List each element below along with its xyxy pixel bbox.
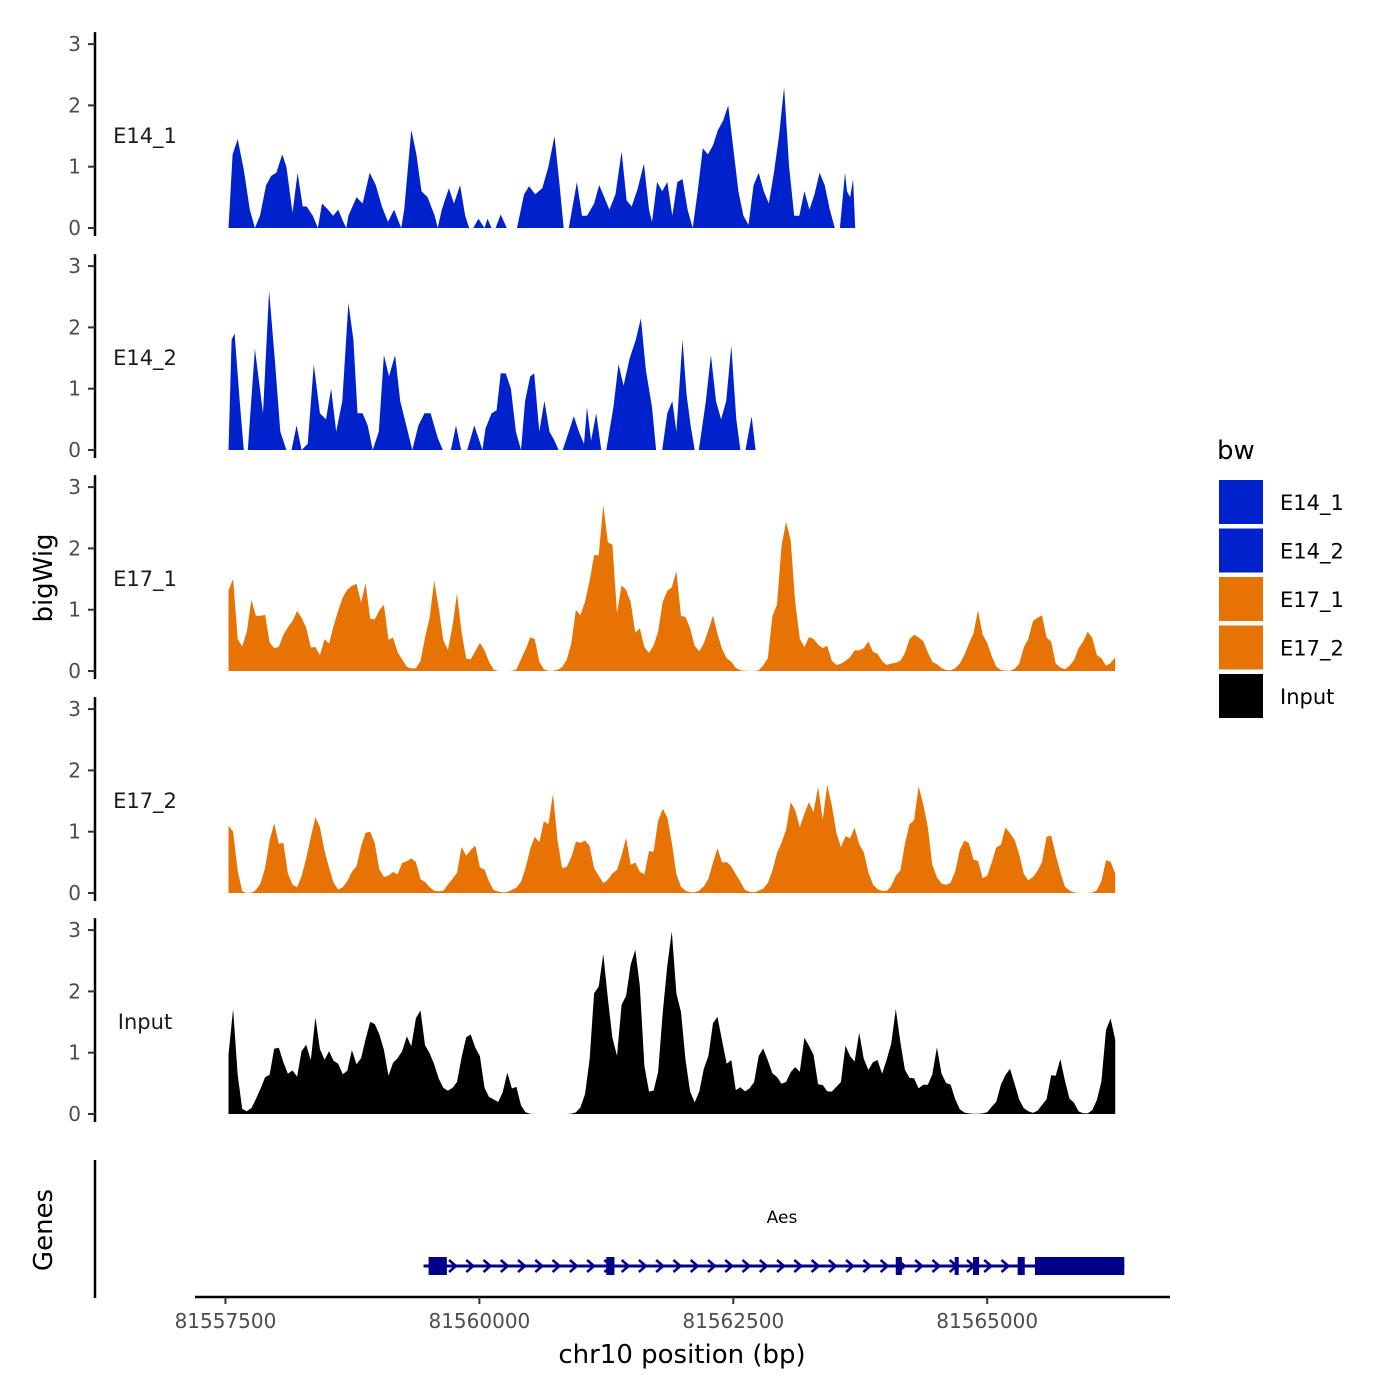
strand-arrow bbox=[741, 1259, 752, 1273]
legend-label: E14_1 bbox=[1280, 491, 1344, 516]
strand-arrow bbox=[551, 1259, 562, 1273]
strand-arrow bbox=[707, 1259, 717, 1273]
strand-arrow bbox=[827, 1259, 838, 1273]
strand-arrow bbox=[499, 1259, 510, 1273]
strand-arrow bbox=[482, 1259, 493, 1273]
legend-swatch-e14-1 bbox=[1219, 480, 1263, 524]
x-axis-title: chr10 position (bp) bbox=[558, 1340, 805, 1370]
legend-label: E14_2 bbox=[1280, 540, 1344, 565]
gene-name-label: Aes bbox=[767, 1208, 798, 1228]
gene-exon bbox=[606, 1257, 615, 1275]
strand-arrow bbox=[983, 1259, 994, 1273]
area-e14-1 bbox=[228, 87, 856, 228]
genes-axis-title: Genes bbox=[29, 1189, 59, 1271]
track-e14-1: 0 1 2 3 E14_1 bbox=[68, 32, 856, 240]
strand-arrow bbox=[620, 1259, 631, 1273]
gene-exon bbox=[1017, 1257, 1025, 1275]
strand-arrow bbox=[879, 1259, 890, 1273]
legend-label: E17_2 bbox=[1280, 637, 1344, 662]
strand-arrow bbox=[448, 1259, 458, 1273]
track-e17-1: 0 1 2 3 E17_1 bbox=[68, 475, 1116, 683]
legend-swatch-e17-2 bbox=[1219, 625, 1263, 670]
y-tick-label: 3 bbox=[68, 32, 81, 56]
y-tick-label: 2 bbox=[68, 758, 81, 782]
area-e17-1 bbox=[228, 505, 1116, 671]
legend: bw E14_1 E14_2 E17_1 E17_2 Input bbox=[1217, 436, 1344, 718]
legend-label: E17_1 bbox=[1280, 588, 1344, 613]
strand-arrow bbox=[534, 1259, 545, 1273]
y-tick-label: 3 bbox=[68, 475, 81, 499]
strand-arrow bbox=[914, 1259, 925, 1273]
strand-arrow bbox=[672, 1259, 683, 1273]
gene-exon bbox=[895, 1257, 902, 1275]
strand-arrow bbox=[655, 1259, 666, 1273]
gene-exon bbox=[972, 1257, 980, 1275]
y-tick-label: 0 bbox=[68, 659, 81, 683]
y-tick-label: 0 bbox=[68, 438, 81, 462]
strand-arrow bbox=[638, 1259, 648, 1273]
track-input: 0 1 2 3 Input bbox=[68, 918, 1116, 1126]
legend-swatch-e14-2 bbox=[1219, 528, 1263, 573]
strand-arrow bbox=[845, 1259, 855, 1273]
track-label: E14_2 bbox=[113, 346, 177, 371]
y-tick-label: 1 bbox=[68, 820, 81, 844]
strand-arrow bbox=[810, 1259, 821, 1273]
area-e14-2 bbox=[228, 290, 756, 450]
strand-arrow bbox=[724, 1259, 735, 1273]
strand-arrow bbox=[862, 1259, 873, 1273]
y-axis-title: bigWig bbox=[29, 533, 59, 622]
legend-title: bw bbox=[1217, 436, 1255, 466]
strand-arrow bbox=[586, 1259, 597, 1273]
strand-arrow bbox=[689, 1259, 700, 1273]
x-tick-label: 81562500 bbox=[682, 1309, 784, 1333]
gene-exon bbox=[954, 1257, 959, 1275]
strand-arrow bbox=[517, 1259, 527, 1273]
y-tick-label: 0 bbox=[68, 1102, 81, 1126]
area-input bbox=[228, 931, 1116, 1114]
y-tick-label: 3 bbox=[68, 918, 81, 942]
legend-swatch-input bbox=[1219, 674, 1263, 718]
y-tick-label: 1 bbox=[68, 1041, 81, 1065]
strand-arrow bbox=[569, 1259, 579, 1273]
strand-arrow bbox=[758, 1259, 769, 1273]
y-tick-label: 2 bbox=[68, 315, 81, 339]
gene-track: Aes bbox=[93, 1160, 1125, 1298]
gene-exon bbox=[428, 1257, 447, 1275]
y-tick-label: 1 bbox=[68, 377, 81, 401]
legend-label: Input bbox=[1280, 685, 1334, 709]
y-tick-label: 1 bbox=[68, 598, 81, 622]
y-tick-label: 2 bbox=[68, 979, 81, 1003]
track-label: E14_1 bbox=[113, 124, 177, 149]
track-label: Input bbox=[118, 1010, 172, 1034]
y-tick-label: 0 bbox=[68, 881, 81, 905]
y-tick-label: 1 bbox=[68, 155, 81, 179]
y-tick-label: 2 bbox=[68, 536, 81, 560]
x-tick-label: 81565000 bbox=[936, 1309, 1038, 1333]
track-panels: 0 1 2 3 E14_1 0 1 2 3 E14_2 0 1 2 3 E17_1 0 1 2 3 E17_2 0 1 2 3… bbox=[68, 32, 1116, 1126]
y-tick-label: 2 bbox=[68, 93, 81, 117]
x-axis: 81557500 81560000 81562500 81565000 bbox=[175, 1295, 1170, 1333]
gene-exon bbox=[1034, 1257, 1125, 1275]
track-label: E17_2 bbox=[113, 789, 177, 814]
legend-swatch-e17-1 bbox=[1219, 577, 1263, 621]
strand-arrow bbox=[1000, 1259, 1011, 1273]
y-tick-label: 0 bbox=[68, 216, 81, 240]
strand-arrow bbox=[776, 1259, 786, 1273]
track-e17-2: 0 1 2 3 E17_2 bbox=[68, 697, 1116, 905]
strand-arrow bbox=[465, 1259, 476, 1273]
track-e14-2: 0 1 2 3 E14_2 bbox=[68, 254, 756, 462]
y-tick-label: 3 bbox=[68, 697, 81, 721]
x-tick-label: 81560000 bbox=[428, 1309, 530, 1333]
area-e17-2 bbox=[228, 784, 1116, 893]
x-tick-label: 81557500 bbox=[175, 1309, 277, 1333]
y-tick-label: 3 bbox=[68, 254, 81, 278]
strand-arrow bbox=[931, 1259, 942, 1273]
strand-arrow bbox=[793, 1259, 804, 1273]
track-label: E17_1 bbox=[113, 567, 177, 592]
